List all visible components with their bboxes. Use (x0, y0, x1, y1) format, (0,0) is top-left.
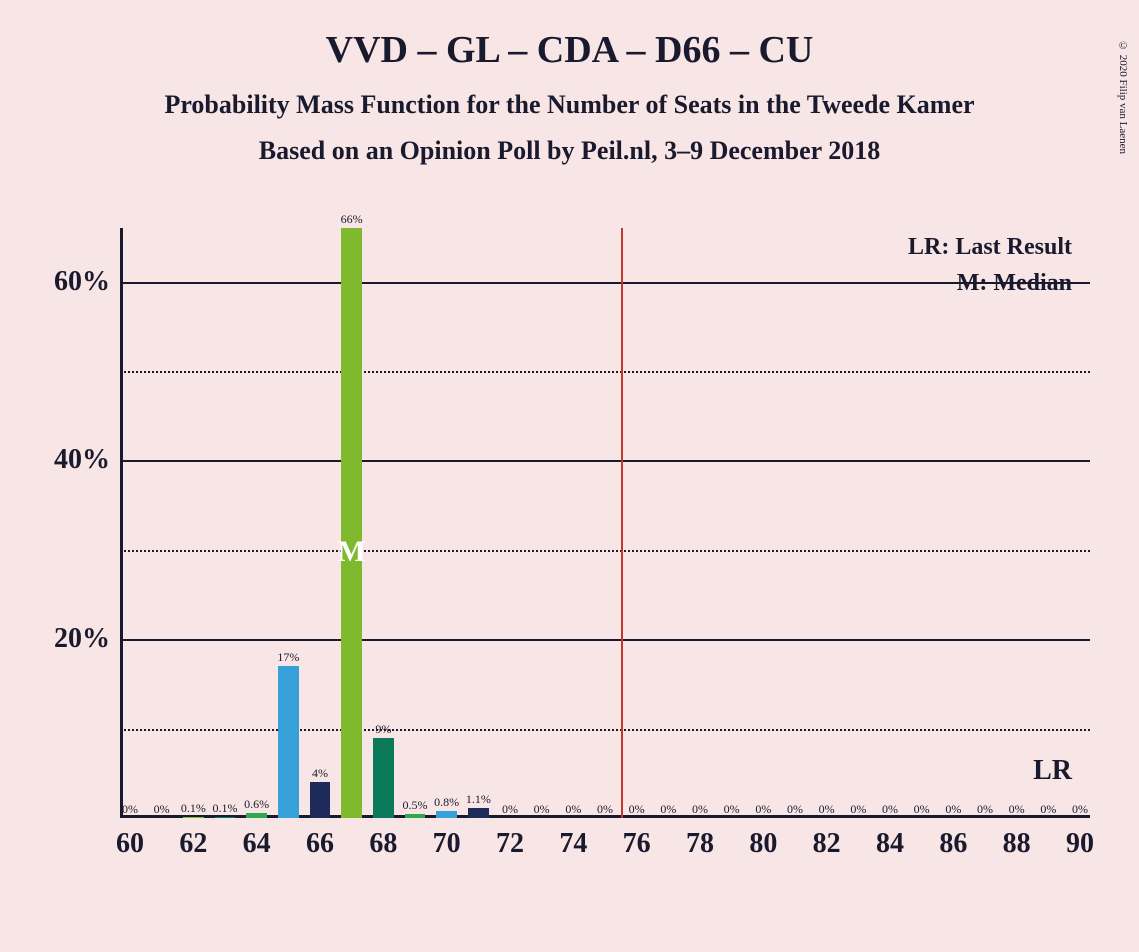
gridline-major (120, 639, 1090, 641)
bar-value-label: 0% (1072, 802, 1088, 817)
bar (183, 817, 204, 818)
bar-value-label: 0% (724, 802, 740, 817)
gridline-minor (120, 550, 1090, 552)
legend-lr: LR: Last Result (908, 234, 1072, 261)
bar-value-label: 17% (277, 650, 299, 665)
x-tick-label: 82 (813, 828, 841, 860)
bar-value-label: 0% (914, 802, 930, 817)
x-tick-label: 88 (1003, 828, 1031, 860)
lr-label: LR (1033, 755, 1072, 787)
copyright-text: © 2020 Filip van Laenen (1117, 40, 1129, 154)
bar-value-label: 0% (787, 802, 803, 817)
bar-value-label: 0% (755, 802, 771, 817)
bar-value-label: 0% (502, 802, 518, 817)
bar-value-label: 0% (1040, 802, 1056, 817)
bar (468, 808, 489, 818)
bar-value-label: 0% (850, 802, 866, 817)
bar-value-label: 0% (945, 802, 961, 817)
bar-value-label: 1.1% (466, 792, 491, 807)
x-tick-label: 90 (1066, 828, 1094, 860)
last-result-line (621, 228, 623, 818)
bar (278, 666, 299, 818)
x-tick-label: 74 (559, 828, 587, 860)
gridline-major (120, 460, 1090, 462)
bar-value-label: 0% (660, 802, 676, 817)
bar-value-label: 0% (565, 802, 581, 817)
bar (215, 817, 236, 818)
chart-subtitle-1: Probability Mass Function for the Number… (0, 90, 1139, 120)
bar-value-label: 4% (312, 766, 328, 781)
bar-value-label: 9% (375, 722, 391, 737)
bar (341, 228, 362, 818)
bar-value-label: 0.1% (213, 801, 238, 816)
x-tick-label: 86 (939, 828, 967, 860)
x-tick-label: 62 (179, 828, 207, 860)
chart-subtitle-2: Based on an Opinion Poll by Peil.nl, 3–9… (0, 136, 1139, 166)
bar-value-label: 0% (597, 802, 613, 817)
x-tick-label: 66 (306, 828, 334, 860)
x-tick-label: 84 (876, 828, 904, 860)
bar-value-label: 0% (819, 802, 835, 817)
gridline-major (120, 282, 1090, 284)
bar-value-label: 0% (629, 802, 645, 817)
bar-value-label: 0.5% (403, 798, 428, 813)
x-tick-label: 78 (686, 828, 714, 860)
x-tick-label: 80 (749, 828, 777, 860)
bar-value-label: 0.1% (181, 801, 206, 816)
x-tick-label: 70 (433, 828, 461, 860)
x-tick-label: 64 (243, 828, 271, 860)
gridline-minor (120, 729, 1090, 731)
chart-title: VVD – GL – CDA – D66 – CU (0, 28, 1139, 72)
bar-value-label: 0% (977, 802, 993, 817)
bar-value-label: 0% (534, 802, 550, 817)
x-tick-label: 60 (116, 828, 144, 860)
x-tick-label: 72 (496, 828, 524, 860)
bar-value-label: 66% (341, 212, 363, 227)
bar-value-label: 0% (1009, 802, 1025, 817)
y-tick-label: 20% (54, 623, 110, 655)
bar-value-label: 0% (692, 802, 708, 817)
chart-plot-area: LR: Last Result M: Median 20%40%60%LR0%0… (120, 228, 1090, 818)
x-tick-label: 68 (369, 828, 397, 860)
bar (373, 738, 394, 818)
y-tick-label: 60% (54, 266, 110, 298)
bar-value-label: 0.8% (434, 795, 459, 810)
bar (405, 814, 426, 818)
bar-value-label: 0% (882, 802, 898, 817)
bar-value-label: 0% (154, 802, 170, 817)
bar (436, 811, 457, 818)
x-tick-label: 76 (623, 828, 651, 860)
median-marker: M (337, 535, 365, 569)
y-tick-label: 40% (54, 444, 110, 476)
bar (246, 813, 267, 818)
bar-value-label: 0.6% (244, 797, 269, 812)
bar-value-label: 0% (122, 802, 138, 817)
bar (310, 782, 331, 818)
gridline-minor (120, 371, 1090, 373)
